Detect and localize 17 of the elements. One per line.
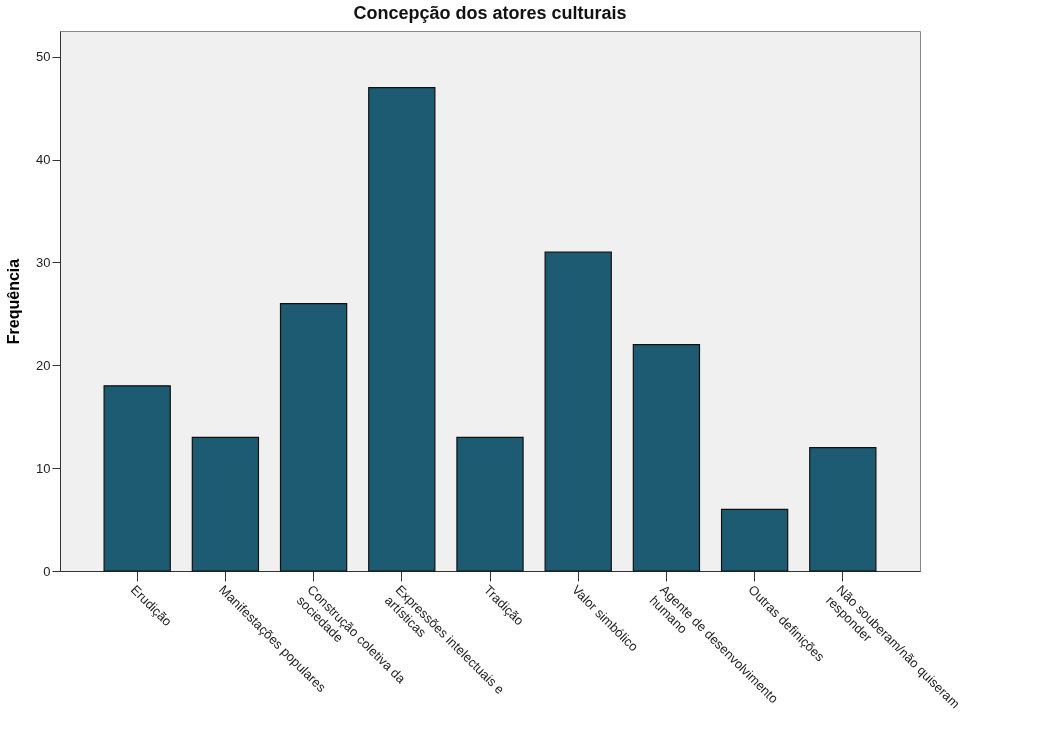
y-tick-label: 20 bbox=[36, 357, 51, 373]
bar bbox=[191, 436, 260, 572]
bar bbox=[456, 436, 524, 572]
bar bbox=[368, 86, 436, 572]
bar bbox=[544, 251, 612, 572]
y-tick-label: 50 bbox=[36, 49, 51, 65]
bar bbox=[809, 446, 877, 572]
bar bbox=[279, 302, 348, 572]
chart-title: Concepção dos atores culturais bbox=[353, 3, 627, 23]
bar bbox=[103, 385, 171, 572]
bar bbox=[632, 344, 701, 572]
y-tick-label: 0 bbox=[43, 563, 51, 579]
y-axis-title: Frequência bbox=[5, 258, 23, 345]
y-tick-label: 40 bbox=[36, 152, 51, 168]
y-tick-label: 10 bbox=[36, 460, 51, 476]
y-tick-label: 30 bbox=[36, 254, 51, 270]
bar bbox=[720, 508, 789, 572]
